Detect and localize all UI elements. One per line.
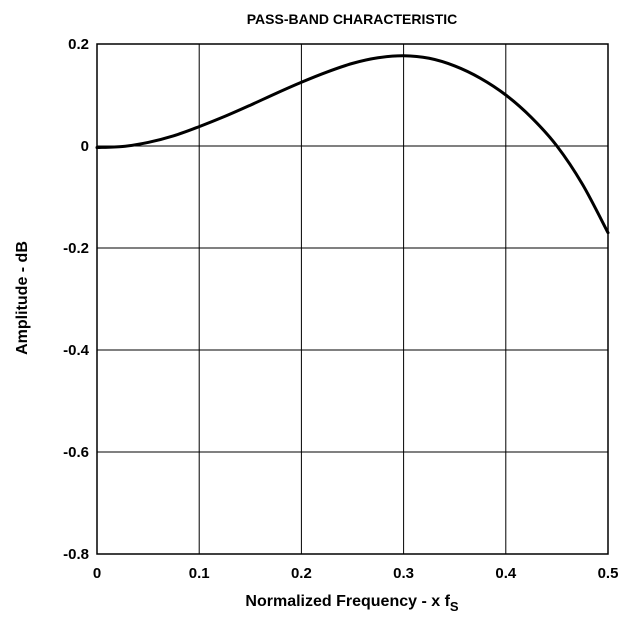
x-tick-label: 0.2 [291,565,312,582]
series-line [95,54,610,235]
x-tick-label: 0.1 [189,565,210,582]
y-axis-label: Amplitude - dB [14,241,31,355]
grid [96,43,609,555]
y-tick-label: -0.4 [63,342,90,359]
y-tick-label: -0.2 [63,240,89,257]
x-tick-label: 0.3 [393,565,414,582]
y-tick-labels: 0.2 0 -0.2 -0.4 -0.6 -0.8 [63,36,90,563]
x-axis-label: Normalized Frequency - x fS [245,593,459,614]
chart-title: PASS-BAND CHARACTERISTIC [247,11,458,27]
x-tick-label: 0 [93,565,101,582]
plot-frame [96,43,609,555]
y-tick-label: -0.8 [63,546,89,563]
x-axis-label-subscript: S [450,599,459,614]
x-tick-labels: 0 0.1 0.2 0.3 0.4 0.5 [93,565,619,582]
x-tick-label: 0.4 [495,565,517,582]
y-tick-label: 0 [81,138,89,155]
x-axis-label-text: Normalized Frequency - x f [245,593,450,610]
y-tick-label: -0.6 [63,444,89,461]
y-tick-label: 0.2 [68,36,89,53]
x-tick-label: 0.5 [598,565,619,582]
